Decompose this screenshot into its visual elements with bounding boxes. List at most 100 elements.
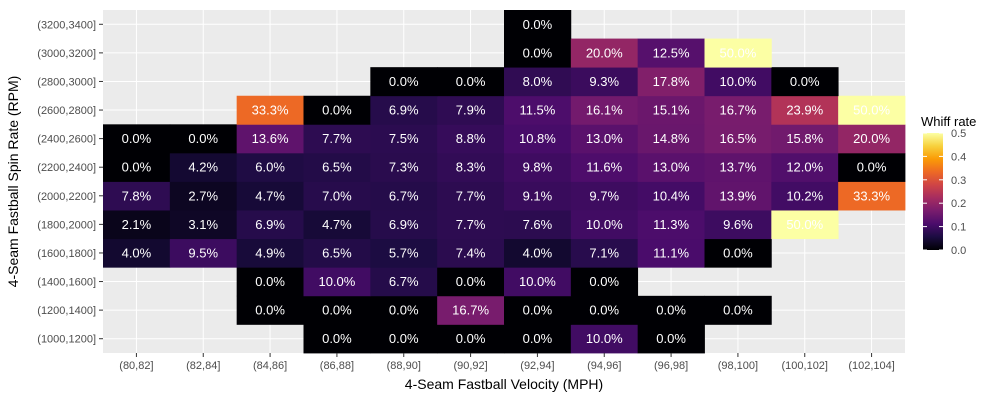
heatmap-cell <box>637 181 705 211</box>
heatmap-cell <box>704 295 772 325</box>
cell-value-label: 8.8% <box>456 131 486 146</box>
heatmap-cell <box>370 324 438 354</box>
cell-value-label: 0.0% <box>456 74 486 89</box>
heatmap-cell <box>771 124 839 154</box>
cell-value-label: 11.5% <box>519 103 555 118</box>
heatmap-cell <box>236 181 304 211</box>
heatmap-cell <box>236 210 304 240</box>
cell-value-label: 7.3% <box>389 160 419 175</box>
heatmap-cell <box>303 152 371 182</box>
heatmap-cell <box>570 267 639 297</box>
heatmap-cell <box>570 181 639 211</box>
heatmap-cell <box>704 210 772 240</box>
heatmap-cell <box>236 295 304 325</box>
heatmap-cell <box>637 95 705 125</box>
y-axis: (1000,1200] (1200,1400] (1400,1600] (1600,1… <box>37 19 103 346</box>
cell-value-label: 7.7% <box>456 217 486 232</box>
heatmap-cell <box>504 95 572 125</box>
cell-value-label: 9.3% <box>589 74 619 89</box>
cell-value-label: 4.0% <box>523 245 553 260</box>
cell-value-label: 6.9% <box>389 217 419 232</box>
heatmap-cell <box>370 267 438 297</box>
cell-value-label: 0.0% <box>523 45 553 60</box>
heatmap-cells <box>103 10 906 354</box>
cell-value-label: 8.3% <box>456 160 486 175</box>
cell-value-label: 10.0% <box>318 274 355 289</box>
heatmap-cell <box>637 67 705 97</box>
cell-value-label: 11.1% <box>653 245 689 260</box>
heatmap-cell <box>704 152 772 182</box>
y-tick-label: (2600,2800] <box>37 105 96 117</box>
cell-value-label: 5.7% <box>389 245 419 260</box>
heatmap-cell <box>704 38 772 68</box>
cell-value-label: 3.1% <box>188 217 218 232</box>
x-tick-label: (90,92] <box>453 360 487 372</box>
cell-value-label: 7.6% <box>523 217 553 232</box>
heatmap-cell <box>570 67 639 97</box>
heatmap-cell <box>370 210 438 240</box>
heatmap-cell <box>370 67 438 97</box>
cell-value-label: 4.7% <box>255 188 285 203</box>
cell-value-label: 0.0% <box>656 331 686 346</box>
cell-value-label: 7.5% <box>389 131 419 146</box>
heatmap-cell <box>570 95 639 125</box>
cell-value-label: 4.0% <box>122 245 152 260</box>
heatmap-cell <box>504 267 572 297</box>
legend-tick-label: 0.1 <box>951 222 966 234</box>
cell-value-label: 0.0% <box>723 303 753 318</box>
heatmap-cell <box>504 152 572 182</box>
cell-value-label: 6.5% <box>322 160 352 175</box>
heatmap-cell <box>637 238 705 268</box>
cell-value-label: 0.0% <box>322 303 352 318</box>
cell-value-label: 10.4% <box>653 188 690 203</box>
cell-value-label: 11.3% <box>653 217 689 232</box>
cell-value-label: 12.5% <box>653 45 690 60</box>
x-tick-label: (100,102] <box>782 360 828 372</box>
heatmap-cell <box>504 210 572 240</box>
y-tick-label: (1200,1400] <box>37 305 96 317</box>
heatmap-cell <box>303 324 371 354</box>
heatmap-cell <box>504 10 572 39</box>
heatmap-cell <box>570 124 639 154</box>
y-tick-label: (2000,2200] <box>37 191 96 203</box>
heatmap-cell <box>303 181 371 211</box>
cell-value-label: 0.0% <box>122 131 152 146</box>
heatmap-cell <box>570 210 639 240</box>
heatmap-cell <box>169 181 238 211</box>
heatmap-cell <box>103 124 171 154</box>
heatmap-cell <box>236 152 304 182</box>
cell-value-label: 7.8% <box>122 188 152 203</box>
cell-value-label: 7.0% <box>322 188 352 203</box>
heatmap-cell <box>771 152 839 182</box>
heatmap-cell-labels: 0.0% 0.0% 0.0% 0.0% 10.0% 0.0% 0.0% 0.0% 0.0% 16.… <box>122 17 891 346</box>
cell-value-label: 6.9% <box>255 217 285 232</box>
heatmap-cell <box>704 95 772 125</box>
heatmap-cell <box>570 324 639 354</box>
cell-value-label: 7.7% <box>456 188 486 203</box>
cell-value-label: 0.0% <box>523 17 553 32</box>
cell-value-label: 4.2% <box>188 160 218 175</box>
cell-value-label: 9.1% <box>523 188 553 203</box>
y-tick-label: (1800,2000] <box>37 219 96 231</box>
heatmap-cell <box>637 38 705 68</box>
x-tick-label: (88,90] <box>387 360 421 372</box>
cell-value-label: 6.5% <box>322 245 352 260</box>
heatmap-cell <box>504 67 572 97</box>
cell-value-label: 9.8% <box>523 160 553 175</box>
cell-value-label: 17.8% <box>653 74 690 89</box>
cell-value-label: 0.0% <box>523 303 553 318</box>
y-tick-label: (1000,1200] <box>37 334 96 346</box>
cell-value-label: 11.6% <box>586 160 622 175</box>
heatmap-cell <box>437 295 505 325</box>
heatmap-cell <box>704 124 772 154</box>
heatmap-cell <box>437 324 505 354</box>
cell-value-label: 16.1% <box>586 103 623 118</box>
heatmap-cell <box>570 295 639 325</box>
y-tick-label: (2800,3000] <box>37 76 96 88</box>
legend-title: Whiff rate <box>921 114 976 129</box>
cell-value-label: 23.9% <box>786 103 823 118</box>
cell-value-label: 13.7% <box>719 160 756 175</box>
cell-value-label: 13.6% <box>252 131 289 146</box>
x-tick-label: (86,88] <box>320 360 354 372</box>
heatmap-cell <box>504 238 572 268</box>
